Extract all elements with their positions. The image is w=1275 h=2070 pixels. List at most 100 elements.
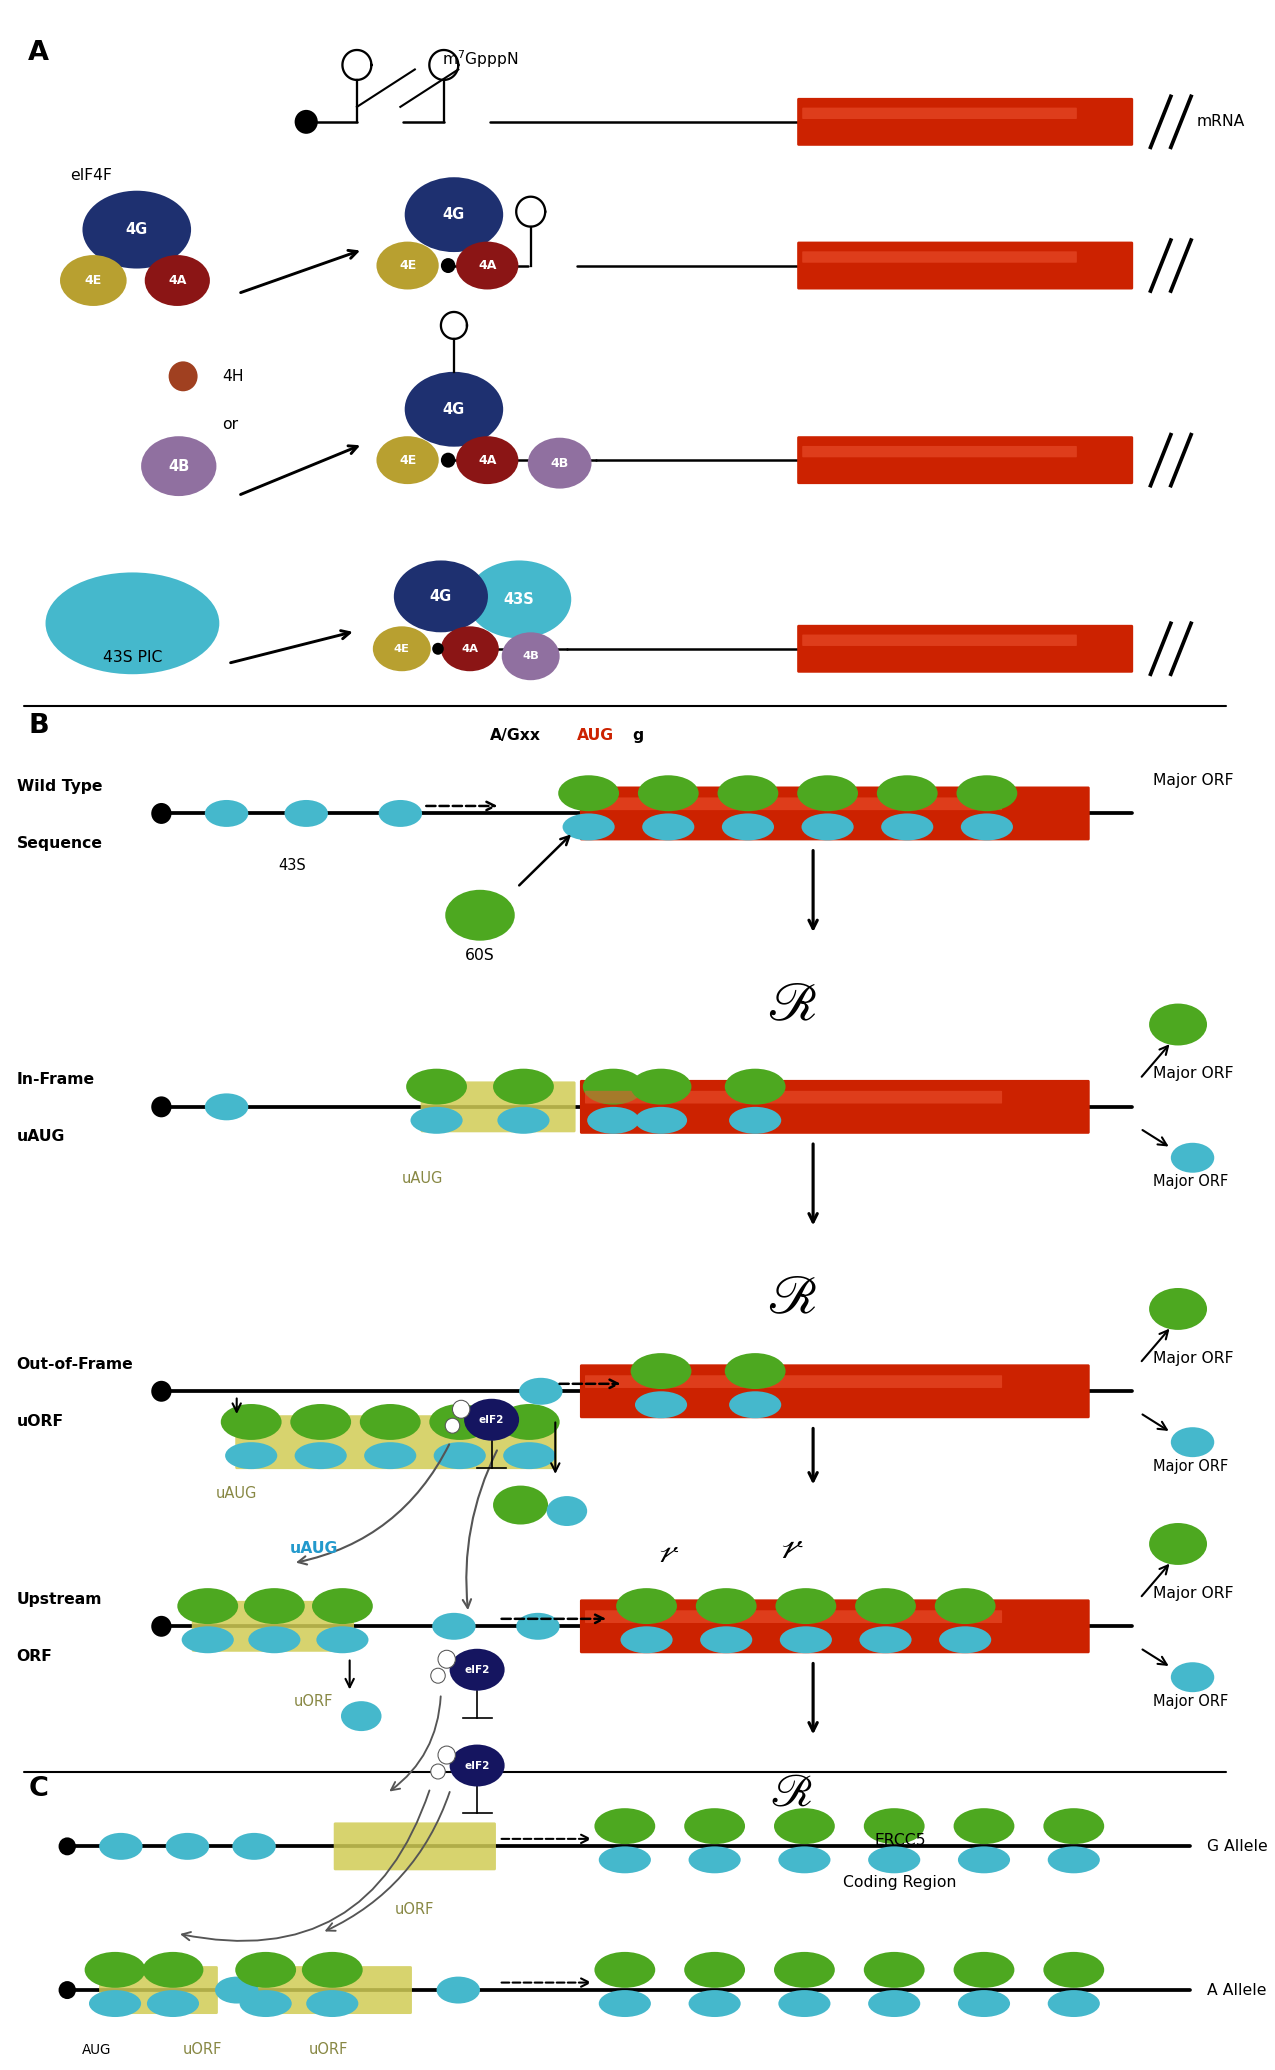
Text: eIF2: eIF2 [464, 1664, 490, 1675]
Ellipse shape [166, 1832, 209, 1859]
Text: Major ORF: Major ORF [1154, 1693, 1229, 1708]
Text: 4B: 4B [551, 457, 569, 470]
Ellipse shape [780, 1627, 831, 1654]
FancyBboxPatch shape [585, 1374, 1002, 1389]
Ellipse shape [1170, 1662, 1214, 1691]
Ellipse shape [295, 1443, 347, 1470]
Text: 4E: 4E [394, 644, 409, 654]
Text: Major ORF: Major ORF [1154, 772, 1234, 789]
Circle shape [152, 1617, 172, 1637]
Ellipse shape [215, 1977, 259, 2004]
Ellipse shape [1170, 1426, 1214, 1457]
Text: $\mathscr{R}$: $\mathscr{R}$ [766, 979, 816, 1031]
Circle shape [441, 453, 455, 468]
Ellipse shape [863, 1809, 924, 1844]
Ellipse shape [700, 1627, 752, 1654]
Text: Sequence: Sequence [17, 836, 102, 851]
Ellipse shape [516, 1613, 560, 1639]
Ellipse shape [868, 1989, 921, 2016]
FancyBboxPatch shape [580, 1364, 1090, 1418]
Text: $\mathscr{R}$: $\mathscr{R}$ [770, 1772, 812, 1817]
Text: A/Gxx: A/Gxx [490, 729, 541, 743]
Ellipse shape [407, 1068, 467, 1105]
Ellipse shape [599, 1989, 652, 2016]
Text: uORF: uORF [17, 1414, 64, 1428]
Text: 4A: 4A [168, 273, 186, 288]
Ellipse shape [958, 1846, 1010, 1873]
Circle shape [59, 1981, 76, 2000]
Ellipse shape [621, 1627, 673, 1654]
Ellipse shape [450, 1650, 505, 1691]
FancyBboxPatch shape [802, 108, 1077, 118]
Text: 4H: 4H [222, 368, 244, 383]
Ellipse shape [316, 1627, 368, 1654]
Circle shape [445, 1418, 460, 1432]
Ellipse shape [954, 1809, 1015, 1844]
Ellipse shape [635, 1107, 687, 1134]
Ellipse shape [724, 1354, 785, 1389]
Text: A Allele: A Allele [1207, 1983, 1266, 1998]
Ellipse shape [729, 1391, 782, 1418]
Ellipse shape [445, 890, 515, 940]
FancyBboxPatch shape [797, 437, 1133, 484]
Ellipse shape [724, 1068, 785, 1105]
Text: Major ORF: Major ORF [1154, 1174, 1229, 1188]
FancyBboxPatch shape [334, 1822, 496, 1871]
Text: Out-of-Frame: Out-of-Frame [17, 1356, 134, 1372]
Ellipse shape [638, 776, 699, 811]
Ellipse shape [376, 437, 439, 484]
Ellipse shape [688, 1846, 741, 1873]
Ellipse shape [83, 190, 191, 269]
Ellipse shape [594, 1809, 655, 1844]
Text: 4G: 4G [126, 221, 148, 238]
Text: ORF: ORF [17, 1648, 52, 1664]
Circle shape [453, 1399, 470, 1418]
Circle shape [439, 1650, 455, 1668]
Text: uORF: uORF [293, 1693, 333, 1708]
Text: 4E: 4E [84, 273, 102, 288]
Ellipse shape [181, 1627, 233, 1654]
FancyBboxPatch shape [585, 1091, 1002, 1103]
Text: 4A: 4A [478, 259, 496, 271]
FancyBboxPatch shape [580, 787, 1090, 840]
Text: $\mathscr{R}$: $\mathscr{R}$ [766, 1273, 816, 1325]
Ellipse shape [493, 1486, 548, 1524]
FancyBboxPatch shape [580, 1600, 1090, 1654]
Ellipse shape [441, 627, 499, 671]
Ellipse shape [1043, 1809, 1104, 1844]
Ellipse shape [60, 255, 126, 306]
Text: 4A: 4A [478, 453, 496, 466]
Ellipse shape [940, 1627, 991, 1654]
Ellipse shape [594, 1952, 655, 1987]
Circle shape [441, 259, 455, 273]
Ellipse shape [631, 1068, 691, 1105]
Ellipse shape [99, 1832, 143, 1859]
Ellipse shape [774, 1809, 835, 1844]
Ellipse shape [376, 242, 439, 290]
Ellipse shape [958, 1989, 1010, 2016]
Ellipse shape [232, 1832, 275, 1859]
Ellipse shape [583, 1068, 644, 1105]
Ellipse shape [1149, 1288, 1207, 1329]
Ellipse shape [430, 1403, 490, 1441]
Ellipse shape [284, 799, 328, 826]
Text: Major ORF: Major ORF [1154, 1352, 1234, 1366]
Ellipse shape [856, 1588, 915, 1625]
Text: 4B: 4B [523, 652, 539, 660]
Ellipse shape [1048, 1846, 1100, 1873]
Text: m$^7$GpppN: m$^7$GpppN [441, 48, 519, 70]
Ellipse shape [802, 814, 854, 840]
Ellipse shape [499, 1403, 560, 1441]
Ellipse shape [467, 561, 571, 638]
Ellipse shape [519, 1379, 562, 1406]
Ellipse shape [778, 1846, 830, 1873]
Ellipse shape [504, 1443, 556, 1470]
Text: Upstream: Upstream [17, 1592, 102, 1606]
Ellipse shape [631, 1354, 691, 1389]
Ellipse shape [411, 1107, 463, 1134]
Text: 4G: 4G [430, 588, 453, 604]
Ellipse shape [464, 1399, 519, 1441]
Ellipse shape [868, 1846, 921, 1873]
Ellipse shape [956, 776, 1017, 811]
Circle shape [59, 1838, 76, 1855]
